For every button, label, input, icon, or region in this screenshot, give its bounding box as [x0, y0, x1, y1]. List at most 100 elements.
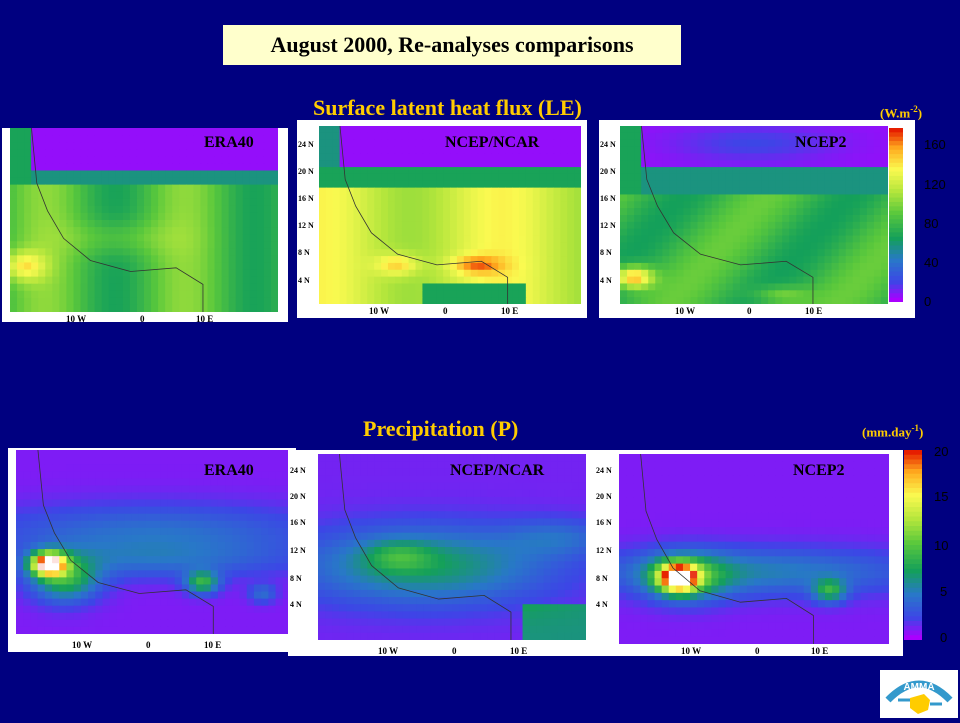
- heatmap-cell: [66, 570, 75, 578]
- heatmap-cell: [768, 269, 776, 278]
- heatmap-cell: [174, 584, 183, 593]
- heatmap-cell: [725, 215, 734, 223]
- heatmap-cell: [124, 534, 132, 543]
- heatmap-cell: [165, 283, 173, 292]
- heatmap-cell: [367, 153, 375, 161]
- heatmap-cell: [138, 563, 147, 571]
- heatmap-cell: [210, 605, 219, 614]
- heatmap-cell: [444, 496, 453, 505]
- heatmap-cell: [408, 276, 417, 285]
- heatmap-cell: [415, 276, 424, 285]
- heatmap-cell: [172, 170, 180, 179]
- heatmap-cell: [452, 489, 460, 498]
- heatmap-cell: [235, 191, 244, 200]
- heatmap-cell: [450, 194, 458, 202]
- heatmap-cell: [498, 249, 506, 257]
- heatmap-cell: [52, 584, 60, 593]
- heatmap-cell: [160, 584, 169, 593]
- heatmap-cell: [256, 220, 265, 228]
- heatmap-cell: [831, 187, 840, 196]
- heatmap-cell: [66, 198, 75, 207]
- heatmap-cell: [145, 527, 154, 536]
- heatmap-cell: [325, 461, 333, 469]
- heatmap-cell: [246, 534, 255, 543]
- heatmap-cell: [564, 547, 573, 555]
- heatmap-cell: [532, 180, 541, 189]
- heatmap-cell: [518, 160, 527, 168]
- heatmap-cell: [477, 215, 486, 223]
- heatmap-cell: [539, 242, 548, 250]
- heatmap-cell: [144, 149, 152, 157]
- heatmap-cell: [319, 228, 327, 237]
- heatmap-cell: [353, 625, 361, 634]
- heatmap-cell: [690, 153, 699, 161]
- heatmap-cell: [239, 506, 248, 515]
- heatmap-cell: [332, 290, 341, 298]
- heatmap-cell: [88, 584, 96, 593]
- heatmap-cell: [415, 262, 424, 271]
- heatmap-cell: [571, 454, 580, 462]
- heatmap-cell: [360, 604, 368, 612]
- heatmap-cell: [131, 584, 140, 593]
- heatmap-cell: [80, 212, 89, 221]
- heatmap-cell: [494, 582, 502, 591]
- heatmap-cell: [23, 542, 32, 550]
- heatmap-cell: [725, 146, 734, 154]
- heatmap-cell: [831, 283, 840, 291]
- heatmap-cell: [332, 454, 340, 462]
- heatmap-cell: [181, 591, 190, 600]
- heatmap-cell: [217, 457, 226, 465]
- heatmap-cell: [116, 626, 125, 634]
- heatmap-cell: [518, 249, 527, 257]
- heatmap-cell: [160, 626, 169, 634]
- heatmap-cell: [275, 598, 284, 607]
- heatmap-cell: [225, 527, 233, 536]
- heatmap-cell: [200, 227, 209, 235]
- heatmap-cell: [10, 269, 18, 278]
- heatmap-cell: [803, 180, 812, 189]
- heatmap-cell: [102, 478, 111, 486]
- heatmap-cell: [145, 563, 154, 571]
- heatmap-cell: [45, 163, 53, 172]
- heatmap-cell: [160, 549, 169, 557]
- heatmap-cell: [325, 180, 334, 189]
- heatmap-cell: [634, 249, 642, 257]
- heatmap-cell: [711, 208, 720, 216]
- heatmap-cell: [282, 619, 290, 628]
- heatmap-cell: [268, 499, 277, 508]
- heatmap-cell: [108, 248, 117, 256]
- heatmap-cell: [430, 482, 439, 491]
- heatmap-cell: [775, 249, 783, 257]
- heatmap-cell: [318, 489, 326, 498]
- heatmap-cell: [845, 187, 854, 196]
- heatmap-cell: [416, 504, 425, 512]
- heatmap-cell: [38, 283, 46, 292]
- heatmap-cell: [711, 187, 720, 196]
- heatmap-cell: [203, 605, 212, 614]
- heatmap-cell: [88, 457, 96, 465]
- heatmap-cell: [775, 256, 783, 264]
- heatmap-cell: [880, 283, 888, 291]
- heatmap-cell: [641, 208, 649, 216]
- heatmap-cell: [332, 126, 341, 134]
- heatmap-cell: [193, 290, 202, 299]
- heatmap-cell: [754, 167, 762, 175]
- heatmap-cell: [450, 201, 458, 209]
- heatmap-cell: [207, 220, 216, 228]
- heatmap-cell: [669, 194, 678, 202]
- heatmap-cell: [16, 534, 24, 543]
- heatmap-cell: [108, 241, 117, 249]
- heatmap-cell: [360, 132, 368, 141]
- heatmap-cell: [131, 612, 140, 621]
- heatmap-cell: [145, 605, 154, 614]
- heatmap-cell: [648, 256, 656, 264]
- heatmap-cell: [325, 153, 334, 161]
- heatmap-cell: [102, 513, 111, 522]
- heatmap-cell: [473, 554, 481, 562]
- heatmap-cell: [641, 187, 649, 196]
- heatmap-cell: [437, 454, 446, 462]
- heatmap-cell: [873, 187, 882, 196]
- heatmap-cell: [560, 256, 568, 264]
- heatmap-cell: [151, 220, 159, 228]
- heatmap-cell: [775, 235, 783, 243]
